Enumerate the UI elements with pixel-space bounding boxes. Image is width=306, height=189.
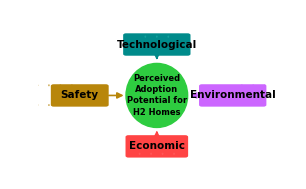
FancyBboxPatch shape [264,85,265,86]
FancyBboxPatch shape [162,173,163,174]
FancyBboxPatch shape [253,85,254,86]
FancyBboxPatch shape [125,135,188,158]
Ellipse shape [126,64,188,127]
Text: Technological: Technological [117,40,197,50]
FancyBboxPatch shape [51,84,109,107]
Text: Economic: Economic [129,141,185,151]
FancyBboxPatch shape [287,85,288,86]
Text: Perceived
Adoption
Potential for
H2 Homes: Perceived Adoption Potential for H2 Home… [127,74,187,117]
FancyBboxPatch shape [60,85,61,86]
Text: Environmental: Environmental [190,91,276,100]
FancyBboxPatch shape [241,85,242,86]
FancyBboxPatch shape [199,84,267,107]
FancyBboxPatch shape [145,36,146,37]
FancyBboxPatch shape [37,85,38,86]
FancyBboxPatch shape [123,33,191,56]
FancyBboxPatch shape [276,85,277,86]
Text: Safety: Safety [61,91,99,100]
FancyBboxPatch shape [168,36,169,37]
FancyBboxPatch shape [156,36,157,37]
